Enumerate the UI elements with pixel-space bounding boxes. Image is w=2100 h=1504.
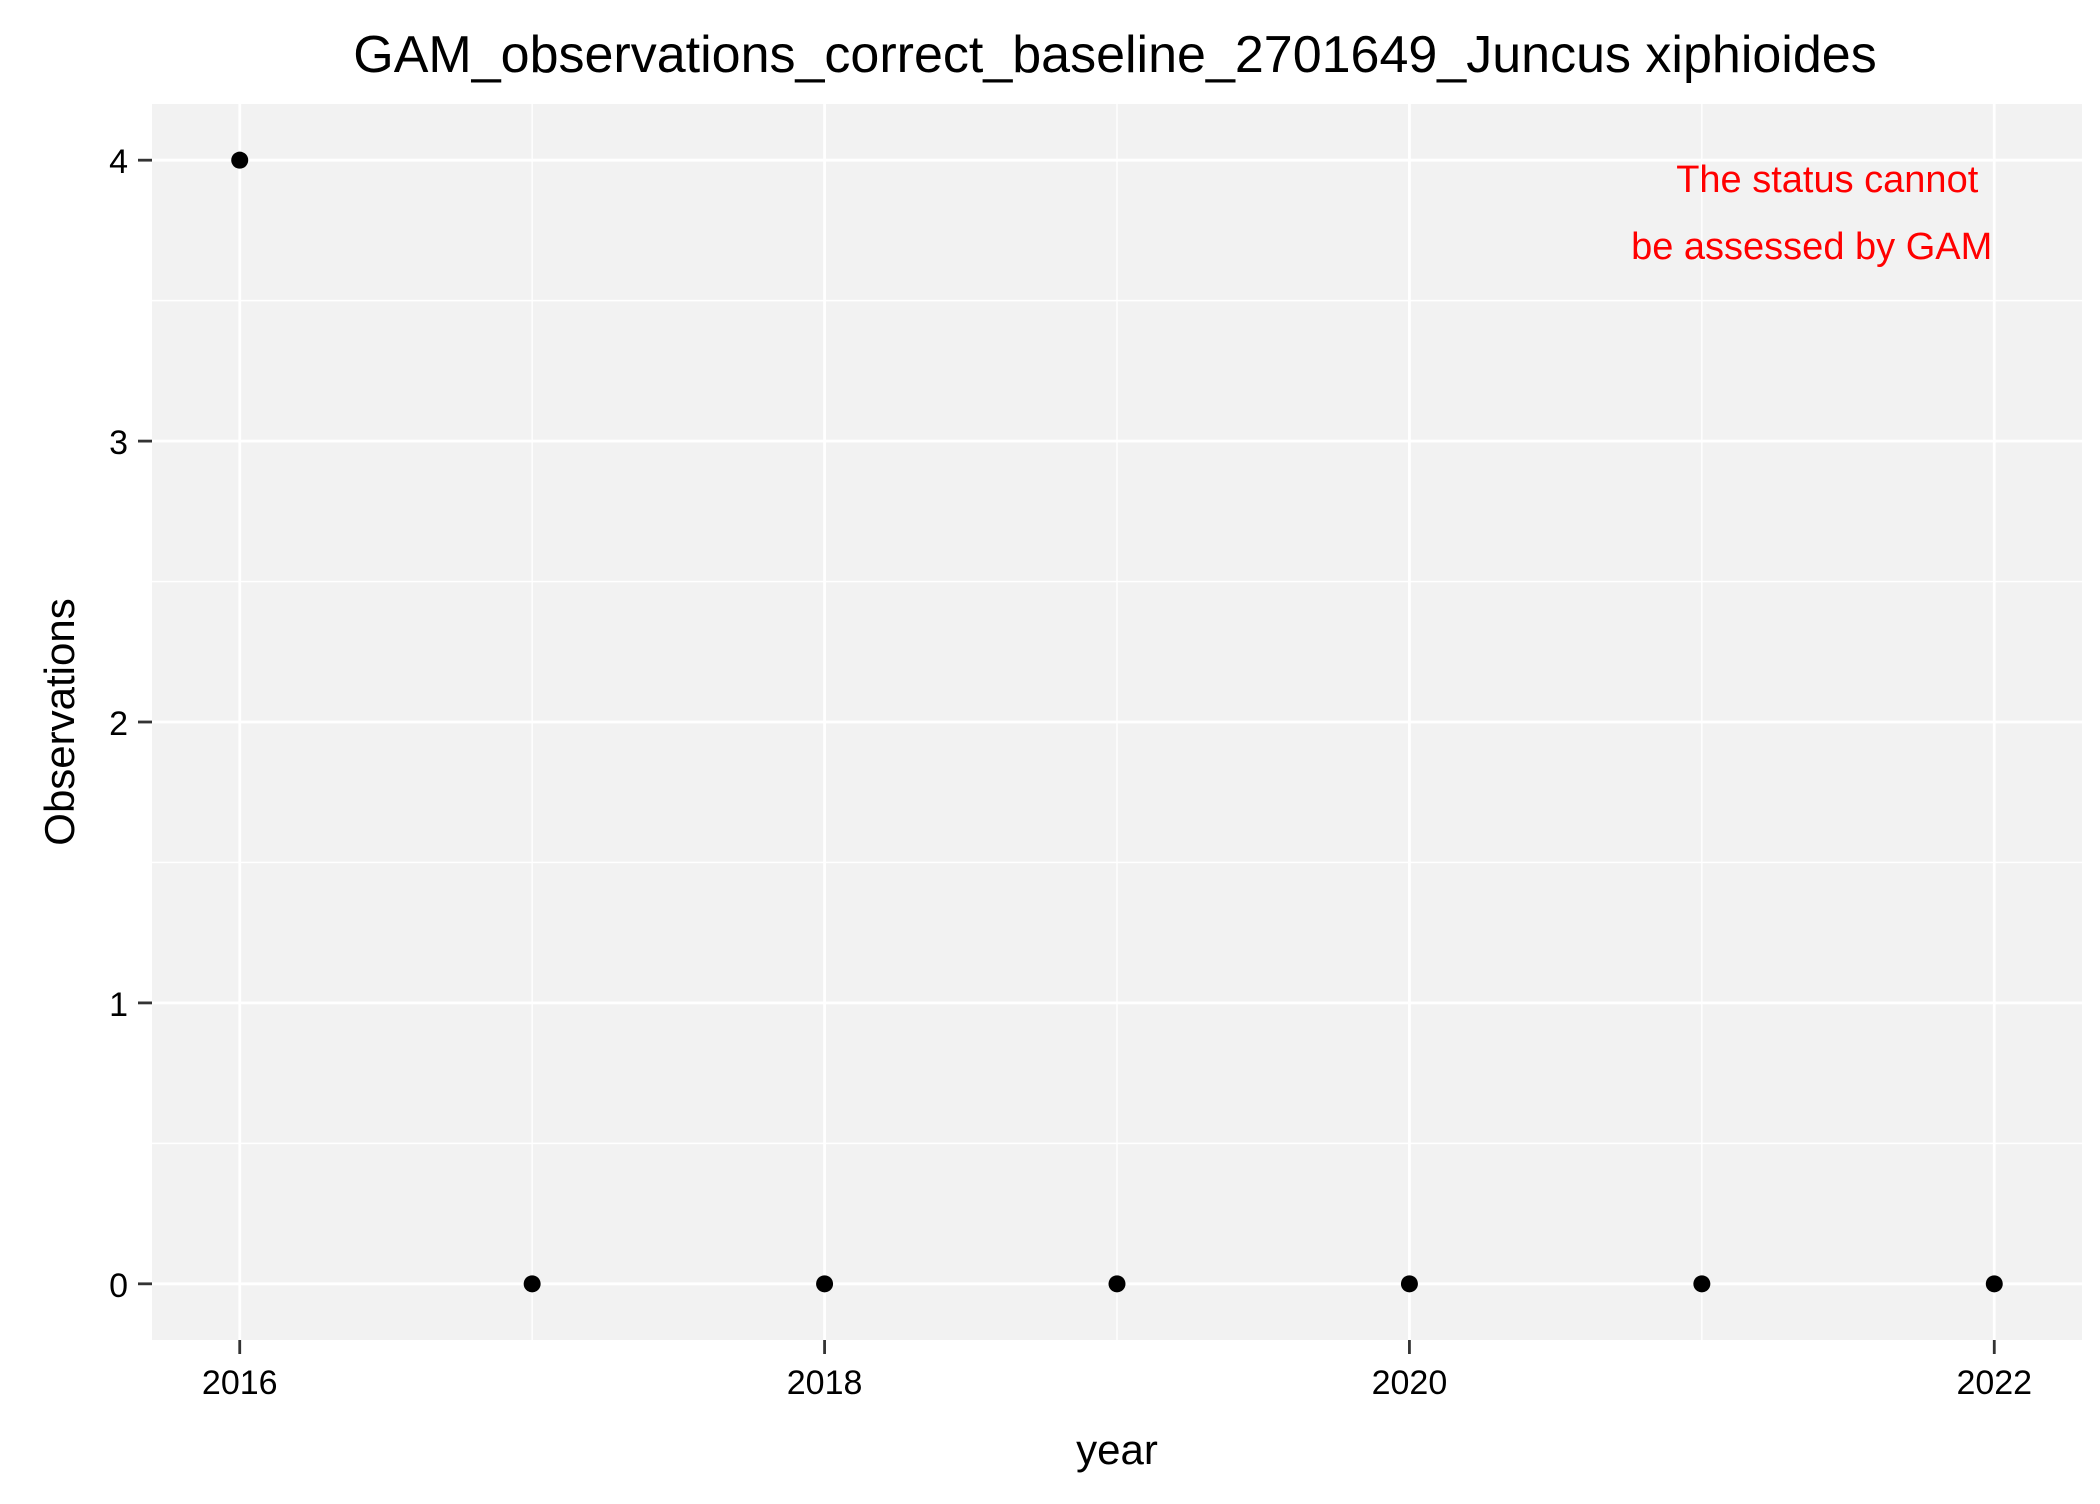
major-gridlines [152,104,2082,1340]
y-tick-label: 3 [109,424,128,462]
chart-title: GAM_observations_correct_baseline_270164… [353,26,1876,84]
y-tick-label: 1 [109,986,128,1024]
status-annotation-line-2: be assessed by GAM [1631,226,1992,268]
data-point [816,1275,834,1293]
data-point [523,1275,541,1293]
y-axis: 0 1 2 3 4 [109,143,152,1305]
data-point [231,151,249,169]
y-tick-label: 4 [109,143,128,181]
data-point [1108,1275,1126,1293]
x-tick-label: 2016 [202,1364,278,1402]
y-axis-label: Observations [36,598,83,845]
x-axis-label: year [1076,1426,1158,1473]
data-point [1400,1275,1418,1293]
x-tick-label: 2020 [1372,1364,1448,1402]
status-annotation-line-1: The status cannot [1676,159,1979,201]
x-tick-label: 2018 [787,1364,863,1402]
data-point [1985,1275,2003,1293]
y-tick-label: 0 [109,1267,128,1305]
x-tick-label: 2022 [1956,1364,2032,1402]
data-points [231,151,2003,1293]
x-axis: 2016 2018 2020 2022 [202,1340,2032,1402]
data-point [1693,1275,1711,1293]
y-tick-label: 2 [109,705,128,743]
